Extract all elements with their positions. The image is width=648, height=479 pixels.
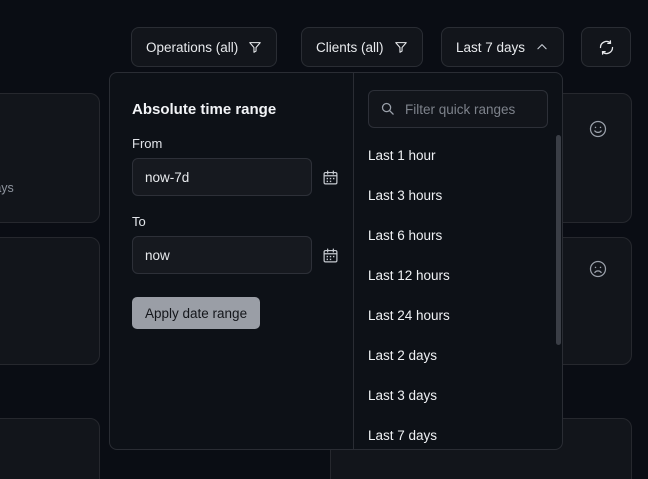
- to-calendar-icon[interactable]: [322, 244, 339, 266]
- quick-range-item[interactable]: Last 3 days: [368, 387, 438, 403]
- dashboard-card: [0, 237, 100, 365]
- to-input[interactable]: [132, 236, 312, 274]
- quick-range-item[interactable]: Last 7 days: [368, 427, 438, 443]
- from-field-row: [132, 158, 338, 196]
- time-range-label: Last 7 days: [456, 39, 526, 55]
- dashboard-card: [0, 418, 100, 479]
- card-caption: ations in last 7 days: [0, 181, 14, 195]
- apply-date-range-button[interactable]: Apply date range: [132, 297, 261, 329]
- frowning-face-icon: [588, 259, 608, 284]
- refresh-button[interactable]: [581, 27, 631, 67]
- chevron-up-icon: [535, 40, 549, 54]
- quick-range-item[interactable]: Last 6 hours: [368, 227, 443, 243]
- quick-ranges-search: [368, 90, 548, 128]
- from-input[interactable]: [132, 158, 312, 196]
- from-label: From: [132, 136, 163, 151]
- quick-ranges-scrollbar-thumb[interactable]: [556, 135, 561, 345]
- absolute-time-range-section: Absolute time range From To: [110, 73, 354, 449]
- filters-toolbar: Operations (all) Clients (all) Last 7 da…: [0, 0, 648, 72]
- absolute-range-title: Absolute time range: [132, 101, 277, 118]
- filter-icon: [394, 40, 408, 54]
- filter-icon: [248, 40, 262, 54]
- time-range-button[interactable]: Last 7 days: [441, 27, 565, 67]
- smiley-face-icon: [588, 119, 608, 144]
- refresh-icon: [598, 39, 615, 56]
- quick-range-item[interactable]: Last 3 hours: [368, 187, 443, 203]
- quick-range-item[interactable]: Last 12 hours: [368, 267, 450, 283]
- to-field-row: [132, 236, 338, 274]
- dashboard-card: [0, 93, 100, 223]
- operations-filter-label: Operations (all): [146, 39, 239, 55]
- time-range-picker-panel: Absolute time range From To: [109, 72, 563, 450]
- quick-ranges-scrollbar[interactable]: [556, 135, 561, 447]
- quick-range-item[interactable]: Last 2 days: [368, 347, 438, 363]
- clients-filter-label: Clients (all): [316, 39, 384, 55]
- to-label: To: [132, 214, 146, 229]
- clients-filter-button[interactable]: Clients (all): [301, 27, 423, 67]
- quick-ranges-list[interactable]: Last 1 hour Last 3 hours Last 6 hours La…: [354, 135, 562, 449]
- quick-range-item[interactable]: Last 24 hours: [368, 307, 450, 323]
- quick-range-item[interactable]: Last 1 hour: [368, 147, 436, 163]
- quick-ranges-section: Last 1 hour Last 3 hours Last 6 hours La…: [354, 73, 562, 449]
- from-calendar-icon[interactable]: [322, 166, 339, 188]
- quick-ranges-search-input[interactable]: [368, 90, 548, 128]
- operations-filter-button[interactable]: Operations (all): [131, 27, 278, 67]
